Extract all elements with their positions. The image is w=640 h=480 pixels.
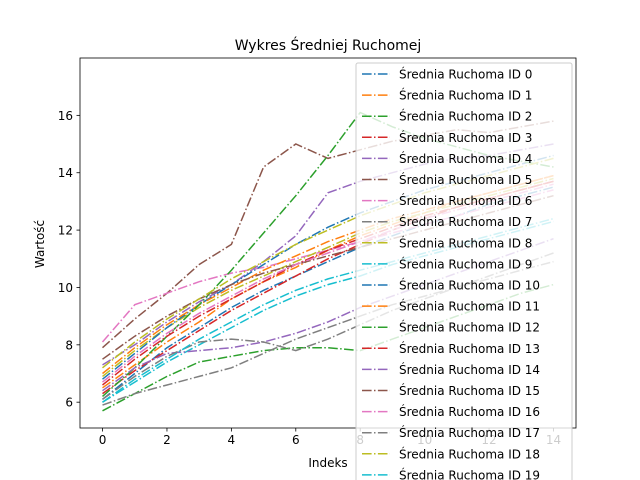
y-tick-label: 10 [58,281,73,295]
series-line-9 [102,220,554,403]
x-tick-label: 4 [228,433,236,447]
legend-label-9: Średnia Ruchoma ID 9 [399,256,532,271]
legend-label-6: Średnia Ruchoma ID 6 [399,193,532,208]
legend-label-0: Średnia Ruchoma ID 0 [399,67,532,82]
legend-label-17: Średnia Ruchoma ID 17 [399,425,540,440]
series-line-1 [102,174,554,389]
legend-label-16: Średnia Ruchoma ID 16 [399,404,540,419]
legend-label-1: Średnia Ruchoma ID 1 [399,88,532,103]
chart-title: Wykres Średniej Ruchomej [235,36,422,54]
legend-box [355,62,573,480]
axes [79,57,577,429]
x-tick-label: 0 [99,433,107,447]
legend-label-2: Średnia Ruchoma ID 2 [399,109,532,124]
y-tick-label: 12 [58,224,73,238]
series-line-7 [102,260,554,406]
legend-label-4: Średnia Ruchoma ID 4 [399,151,532,166]
legend-label-15: Średnia Ruchoma ID 15 [399,383,540,398]
legend-label-12: Średnia Ruchoma ID 12 [399,320,540,335]
legend-label-7: Średnia Ruchoma ID 7 [399,214,532,229]
legend: Średnia Ruchoma ID 0 Średnia Ruchoma ID 1… [355,62,573,480]
legend-label-11: Średnia Ruchoma ID 11 [399,299,540,314]
x-tick-label: 2 [163,433,171,447]
y-tick-label: 14 [58,166,73,180]
legend-label-8: Średnia Ruchoma ID 8 [399,235,532,250]
legend-label-13: Średnia Ruchoma ID 13 [399,341,540,356]
series-line-2 [102,283,554,412]
y-tick-label: 16 [58,109,73,123]
legend-label-10: Średnia Ruchoma ID 10 [399,278,540,293]
legend-label-5: Średnia Ruchoma ID 5 [399,172,532,187]
x-tick-label: 6 [292,433,300,447]
legend-label-18: Średnia Ruchoma ID 18 [399,446,540,461]
legend-label-3: Średnia Ruchoma ID 3 [399,130,532,145]
y-axis-label: Wartość [33,220,47,268]
series-line-3 [102,180,554,395]
y-tick-label: 6 [65,396,73,410]
plot-frame [79,57,577,429]
legend-label-19: Średnia Ruchoma ID 19 [399,467,540,480]
y-tick-label: 8 [65,338,73,352]
x-axis-label: Indeks [308,456,347,470]
legend-label-14: Średnia Ruchoma ID 14 [399,362,540,377]
